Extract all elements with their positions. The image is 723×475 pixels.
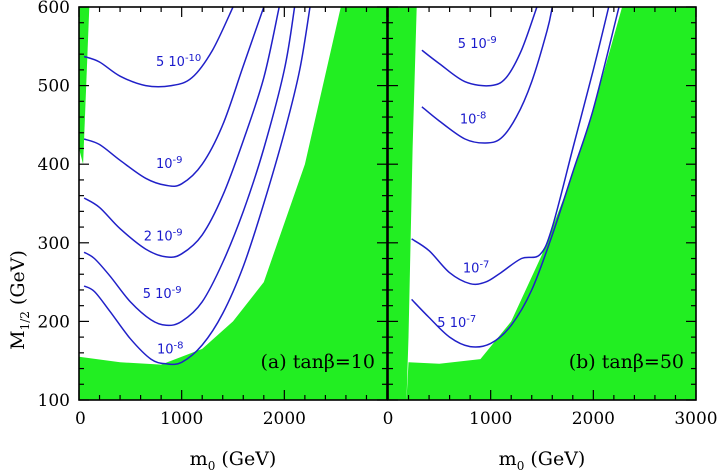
plot-area-b: 5 10-9 10-8 10-7 5 10-7 bbox=[388, 7, 696, 400]
y-tick-label: 300 bbox=[38, 234, 70, 254]
contour-label-b-2: 10-7 bbox=[463, 260, 490, 277]
x-tick-label-a: 0 bbox=[75, 409, 86, 429]
contour-b-2 bbox=[411, 7, 610, 286]
y-axis-symbol: M bbox=[7, 330, 29, 349]
y-tick-label: 200 bbox=[38, 312, 70, 332]
contour-b-3 bbox=[411, 7, 620, 348]
y-axis-unit: (GeV) bbox=[7, 250, 29, 305]
contour-b-0 bbox=[421, 7, 538, 87]
x-tick-label-b: 0 bbox=[383, 409, 394, 429]
x-tick-label-a: 1000 bbox=[160, 409, 203, 429]
x-tick-label-b: 2000 bbox=[572, 409, 615, 429]
contour-a-2 bbox=[83, 7, 280, 259]
x-tick-label-b: 3000 bbox=[674, 409, 717, 429]
contour-label-a-2: 2 10-9 bbox=[144, 227, 183, 244]
frame-b bbox=[387, 6, 697, 401]
y-tick-label: 400 bbox=[38, 155, 70, 175]
contour-label-a-3: 5 10-9 bbox=[143, 285, 182, 302]
y-tick-label: 100 bbox=[38, 391, 70, 411]
panel-label-b: (b) tanβ=50 bbox=[569, 351, 684, 373]
x-axis-title-a: m0 (GeV) bbox=[190, 448, 277, 473]
contour-a-4 bbox=[83, 7, 311, 366]
contour-label-a-0: 5 10-10 bbox=[156, 53, 201, 70]
x-axis-title-b: m0 (GeV) bbox=[499, 448, 586, 473]
y-axis-subscript: 1/2 bbox=[18, 311, 32, 330]
panel-b: 5 10-9 10-8 10-7 5 10-7 (b) tanβ=50 0 1000 2000… bbox=[383, 6, 718, 473]
x-tick-label-a: 2000 bbox=[263, 409, 306, 429]
contour-label-b-0: 5 10-9 bbox=[458, 35, 497, 52]
contour-label-b-3: 5 10-7 bbox=[437, 314, 476, 331]
contour-label-a-4: 10-8 bbox=[157, 341, 184, 358]
contour-b-1 bbox=[421, 7, 554, 144]
contour-a-0 bbox=[83, 7, 234, 88]
x-tick-label-b: 1000 bbox=[469, 409, 512, 429]
y-tick-label: 600 bbox=[38, 0, 70, 18]
excluded-region-b-0 bbox=[388, 7, 417, 400]
contour-a-1 bbox=[83, 7, 265, 188]
panel-label-a: (a) tanβ=10 bbox=[261, 351, 375, 373]
excluded-region-b-1 bbox=[406, 7, 696, 400]
y-axis-title: M1/2 (GeV) bbox=[7, 250, 32, 350]
contour-label-a-1: 10-9 bbox=[156, 155, 183, 172]
y-tick-label: 500 bbox=[38, 77, 70, 97]
plot-area-a: 5 10-10 10-9 2 10-9 5 10-9 10-8 bbox=[79, 7, 387, 400]
excluded-region-a-1 bbox=[79, 7, 387, 400]
contour-label-b-1: 10-8 bbox=[460, 110, 487, 127]
contour-a-3 bbox=[83, 7, 296, 327]
frame-a bbox=[78, 6, 388, 401]
